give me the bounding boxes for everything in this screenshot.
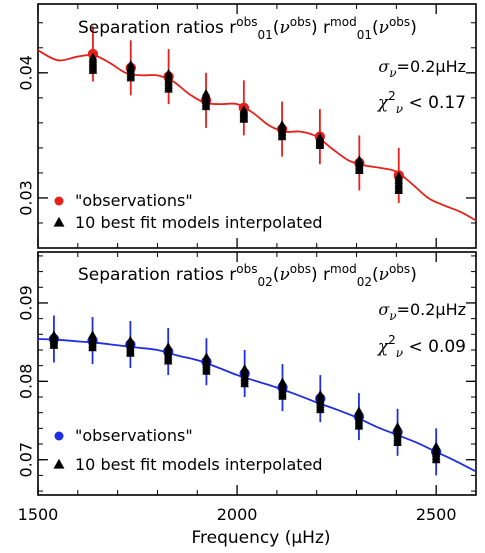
model-point bbox=[394, 171, 403, 179]
y-tick-label: 0.07 bbox=[17, 442, 36, 478]
model-point bbox=[49, 330, 59, 338]
model-point bbox=[88, 330, 97, 338]
legend-models: 10 best fit models interpolated bbox=[75, 455, 323, 474]
model-point bbox=[126, 60, 135, 68]
x-axis-label: Frequency (μHz) bbox=[191, 528, 330, 548]
legend-model-marker bbox=[53, 216, 65, 227]
legend-observations: "observations" bbox=[75, 426, 193, 445]
model-point bbox=[164, 342, 173, 350]
y-tick-label: 0.03 bbox=[17, 180, 36, 216]
model-point bbox=[277, 120, 287, 128]
model-point bbox=[354, 406, 364, 414]
legend-observation-marker bbox=[54, 196, 64, 206]
x-tick-label: 1500 bbox=[18, 505, 59, 524]
y-tick-label: 0.04 bbox=[17, 55, 36, 91]
model-point bbox=[278, 377, 287, 385]
plot-frame bbox=[37, 251, 477, 496]
x-tick-label: 2500 bbox=[416, 505, 457, 524]
y-tick-label: 0.08 bbox=[17, 364, 36, 400]
model-point bbox=[202, 352, 211, 360]
model-point bbox=[316, 389, 325, 398]
chi-square-label: χ2ν < 0.17 bbox=[377, 89, 466, 116]
legend-model-marker bbox=[53, 458, 65, 469]
chi-square-label: χ2ν < 0.09 bbox=[377, 333, 466, 360]
panel-r01: 0.03 0.04 Separation ratios robs01(νobs) r… bbox=[17, 3, 477, 249]
model-point bbox=[239, 105, 249, 113]
x-tick-label: 2000 bbox=[217, 505, 258, 524]
model-point bbox=[164, 68, 173, 77]
model-point bbox=[315, 132, 325, 141]
sigma-label: σν=0.2μHz bbox=[378, 300, 466, 323]
sigma-label: σν=0.2μHz bbox=[378, 57, 466, 80]
panel-title: Separation ratios robs02(νobs) rmod02(νo… bbox=[78, 262, 417, 289]
model-point bbox=[355, 155, 364, 163]
legend-observation-marker bbox=[54, 431, 64, 441]
plot-frame bbox=[37, 3, 477, 249]
model-point bbox=[431, 441, 441, 450]
legend-models: 10 best fit models interpolated bbox=[75, 213, 323, 232]
model-point bbox=[240, 364, 249, 372]
model-point bbox=[201, 88, 211, 97]
model-curve bbox=[38, 49, 476, 222]
model-point bbox=[393, 422, 402, 430]
model-point bbox=[88, 52, 98, 61]
model-point bbox=[126, 335, 135, 344]
legend-observations: "observations" bbox=[75, 191, 193, 210]
y-tick-label: 0.09 bbox=[17, 285, 36, 321]
panel-title: Separation ratios robs01(νobs) rmod01(νo… bbox=[78, 15, 417, 42]
panel-r02: 0.07 0.08 0.09 1500 2000 2500 Separation ratio… bbox=[17, 251, 477, 524]
model-curve bbox=[38, 338, 476, 473]
